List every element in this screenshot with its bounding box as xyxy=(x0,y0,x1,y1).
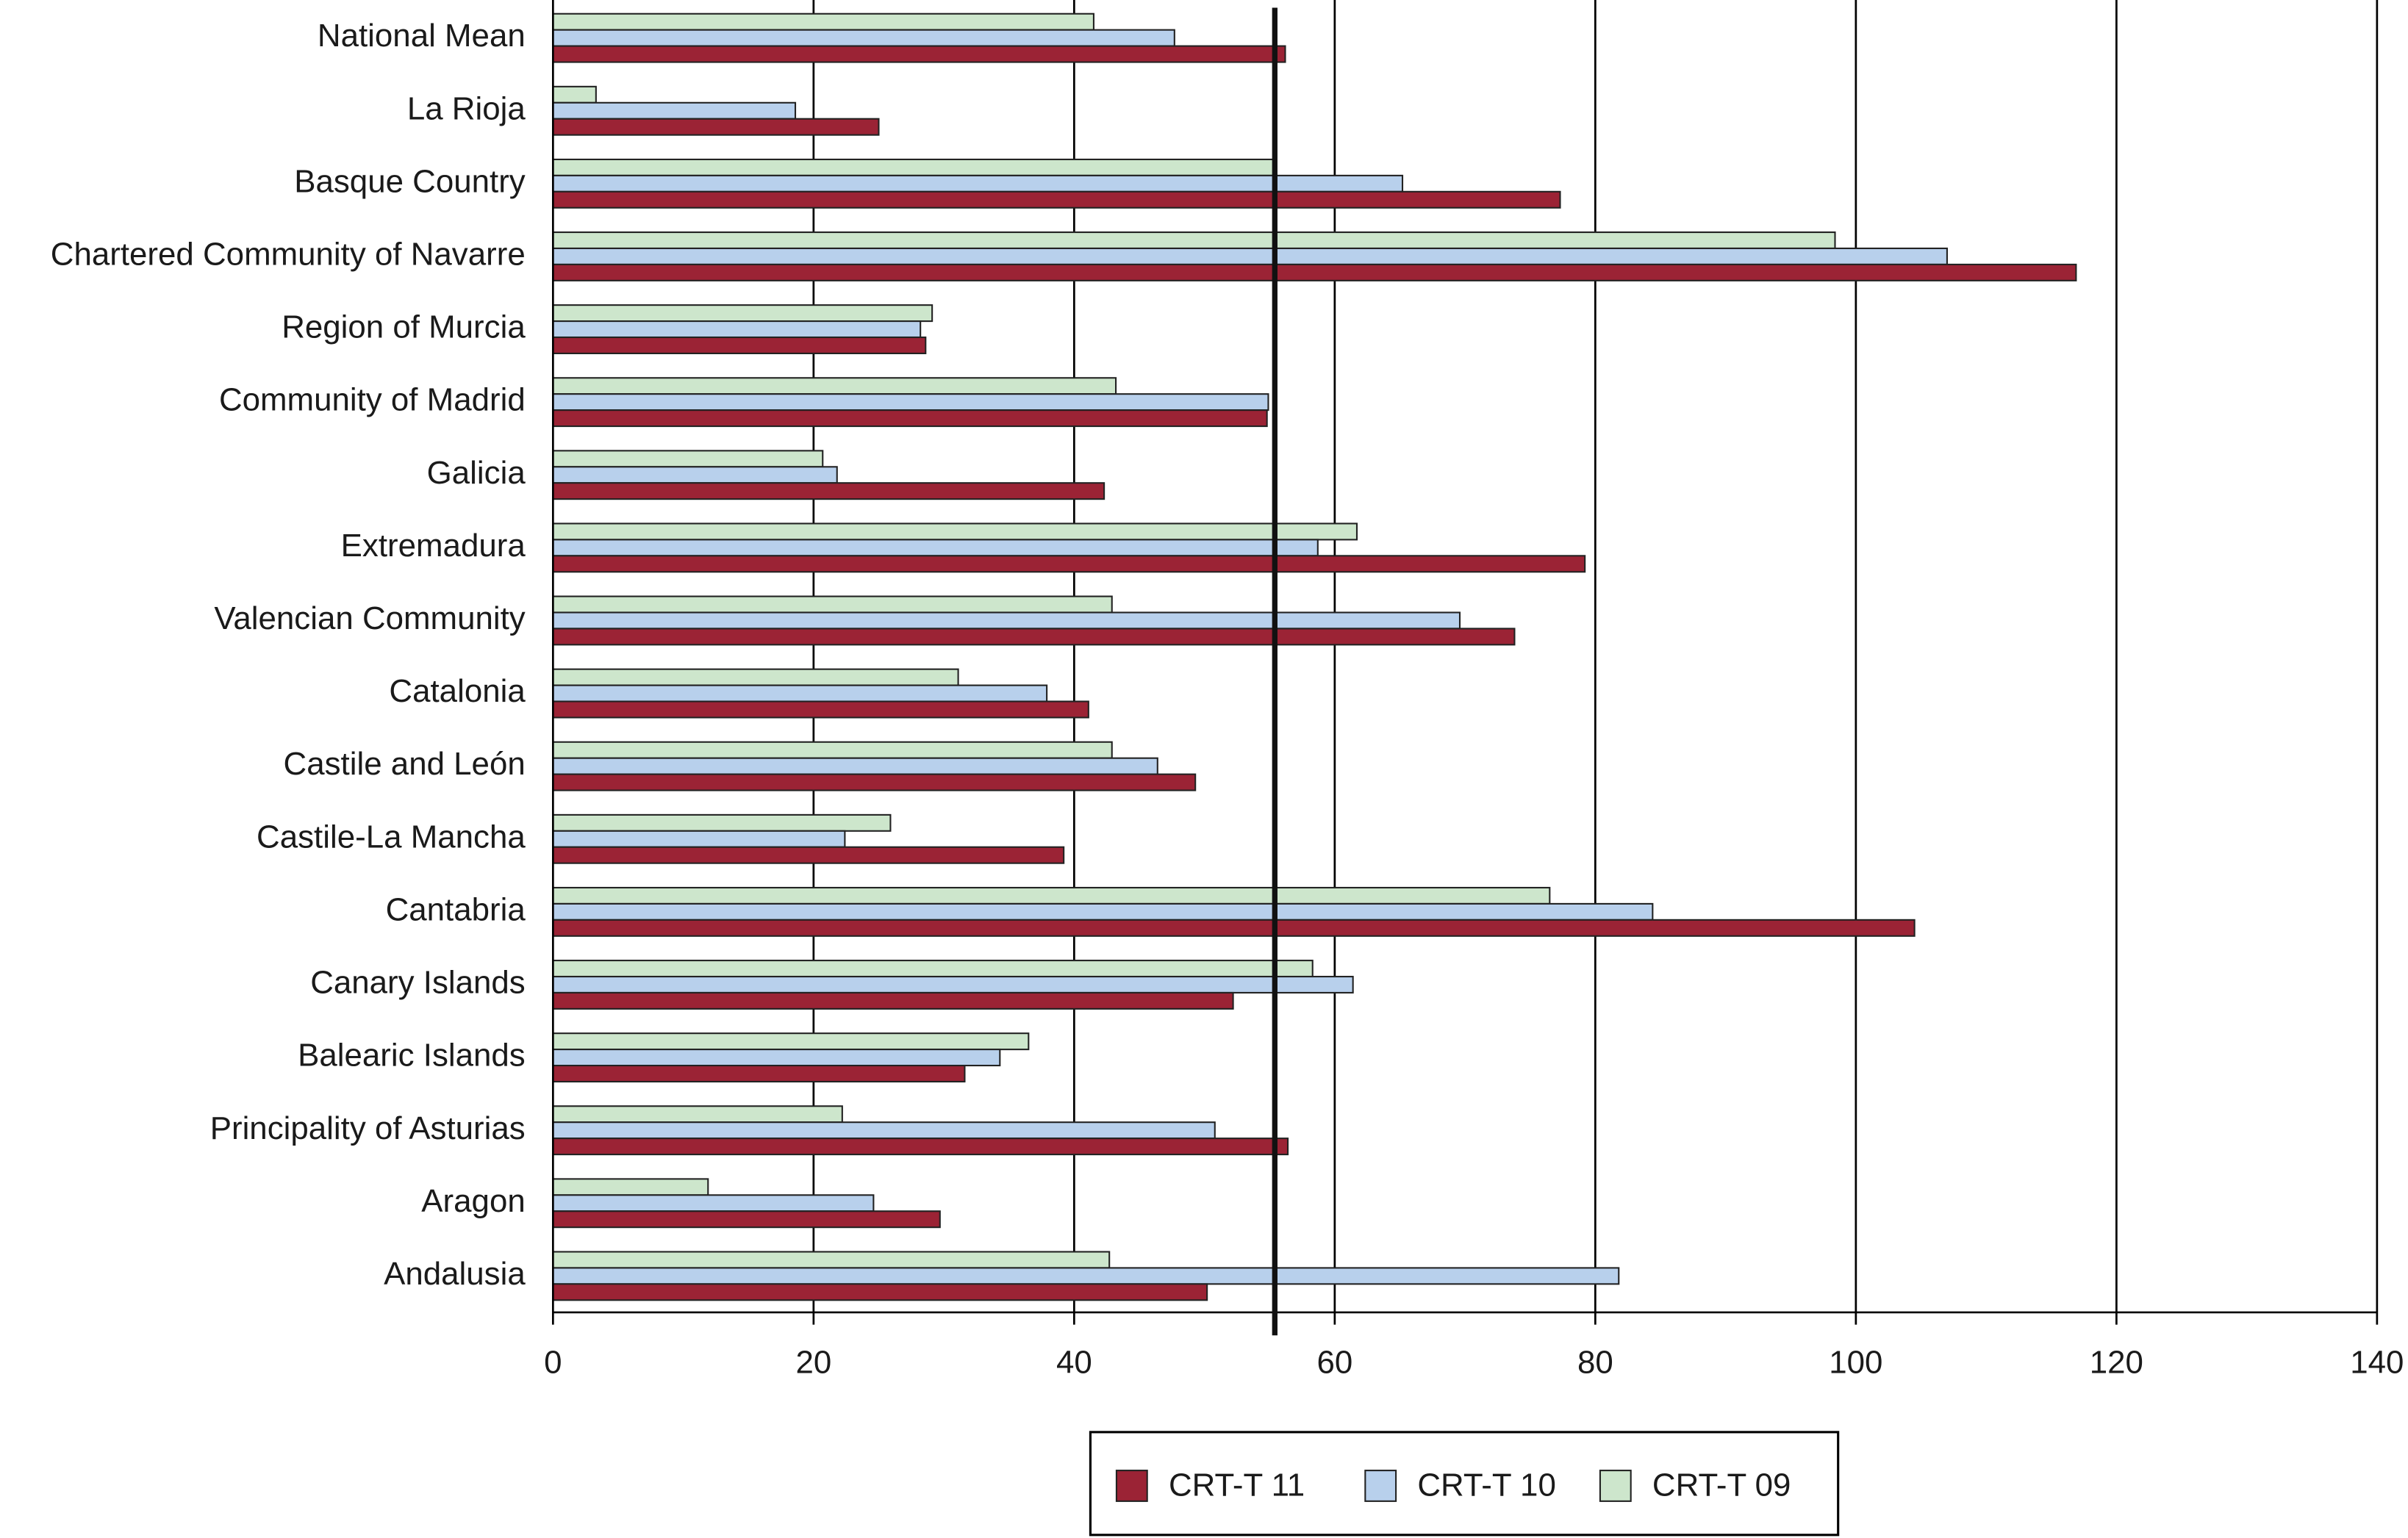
legend-label: CRT-T 09 xyxy=(1652,1467,1791,1503)
bar xyxy=(552,757,1158,775)
x-tick-label: 40 xyxy=(1056,1345,1092,1381)
legend-box xyxy=(1089,1431,1840,1537)
bar xyxy=(552,482,1106,500)
y-tick-label: Castile and León xyxy=(284,746,526,782)
bar xyxy=(552,45,1286,63)
legend-swatch xyxy=(1599,1470,1632,1502)
bar xyxy=(552,393,1269,412)
x-tick-label: 60 xyxy=(1316,1345,1352,1381)
bar xyxy=(552,684,1048,702)
y-tick-label: Community of Madrid xyxy=(219,382,526,418)
y-tick-label: Extremadura xyxy=(341,528,526,564)
y-tick-label: La Rioja xyxy=(407,90,526,126)
bar xyxy=(552,1032,1030,1051)
bar xyxy=(552,1178,709,1196)
bar xyxy=(552,960,1314,978)
legend-swatch xyxy=(1364,1470,1397,1502)
y-tick-label: Catalonia xyxy=(389,673,526,709)
bar xyxy=(552,902,1654,921)
bar xyxy=(552,377,1117,395)
bar xyxy=(552,158,1275,176)
y-tick-label: Aragon xyxy=(421,1183,525,1219)
y-tick-label: Balearic Islands xyxy=(298,1038,526,1074)
bar xyxy=(552,231,1836,250)
bar xyxy=(552,101,797,120)
x-tick-label: 0 xyxy=(544,1345,562,1381)
y-tick-label: National Mean xyxy=(318,18,526,54)
bar xyxy=(552,1251,1111,1269)
bar xyxy=(552,1267,1620,1285)
bar xyxy=(552,522,1358,541)
y-tick-label: Valencian Community xyxy=(214,600,525,636)
bar xyxy=(552,555,1586,573)
bar xyxy=(552,118,880,136)
bar xyxy=(552,320,922,339)
y-tick-label: Galicia xyxy=(427,455,526,491)
y-tick-label: Region of Murcia xyxy=(282,309,526,345)
bar xyxy=(552,1121,1216,1140)
bar xyxy=(552,409,1268,428)
bar xyxy=(552,846,1065,864)
x-tick-label: 120 xyxy=(2090,1345,2143,1381)
bar xyxy=(552,304,934,323)
bar xyxy=(552,1194,875,1212)
bar xyxy=(552,991,1234,1010)
bar xyxy=(552,773,1197,791)
y-tick-label: Andalusia xyxy=(384,1256,526,1292)
y-tick-label: Chartered Community of Navarre xyxy=(51,237,526,273)
bar xyxy=(552,813,892,832)
bar xyxy=(552,830,846,848)
bar xyxy=(552,539,1319,557)
x-tick-label: 100 xyxy=(1829,1345,1882,1381)
bar xyxy=(552,1210,941,1229)
bar xyxy=(552,595,1113,614)
legend-swatch xyxy=(1115,1470,1148,1502)
y-tick-label: Basque Country xyxy=(294,163,526,199)
bar xyxy=(552,628,1516,646)
bar xyxy=(552,1049,1001,1067)
bar xyxy=(552,919,1916,937)
bar xyxy=(552,29,1175,47)
bar xyxy=(552,336,927,354)
x-tick-label: 140 xyxy=(2350,1345,2404,1381)
y-tick-label: Cantabria xyxy=(386,891,526,927)
bar xyxy=(552,700,1089,719)
bar xyxy=(552,611,1461,630)
y-tick-label: Principality of Asturias xyxy=(210,1110,526,1146)
y-tick-label: Canary Islands xyxy=(310,965,526,1001)
bar xyxy=(552,1065,966,1083)
legend-label: CRT-T 10 xyxy=(1417,1467,1556,1503)
x-tick-label: 20 xyxy=(795,1345,831,1381)
bar xyxy=(552,975,1354,993)
bar xyxy=(552,12,1094,31)
bar xyxy=(552,1283,1208,1301)
bar xyxy=(552,263,2077,281)
x-tick-label: 80 xyxy=(1577,1345,1613,1381)
bar xyxy=(552,190,1561,209)
bar xyxy=(552,1105,843,1124)
legend-label: CRT-T 11 xyxy=(1169,1467,1305,1503)
bar xyxy=(552,247,1948,265)
bar xyxy=(552,886,1551,905)
bar xyxy=(552,85,597,104)
y-tick-label: Castile-La Mancha xyxy=(257,819,526,855)
bar xyxy=(552,668,959,686)
bar xyxy=(552,1138,1289,1156)
bar xyxy=(552,741,1113,759)
bar xyxy=(552,450,824,468)
bar xyxy=(552,466,838,484)
